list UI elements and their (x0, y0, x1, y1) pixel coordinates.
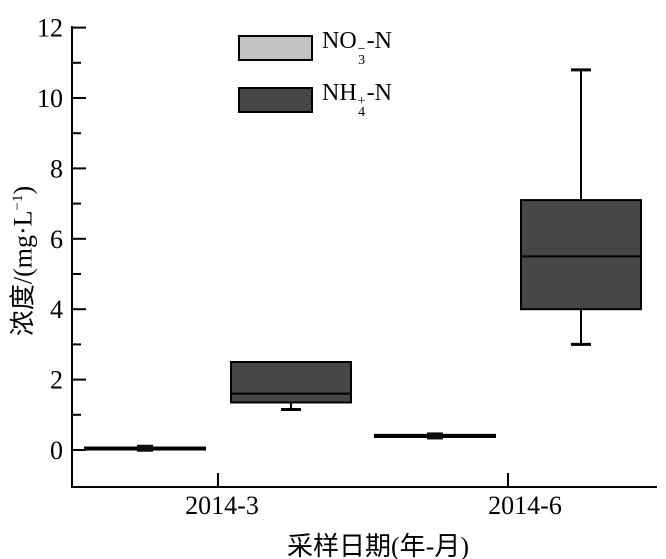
y-tick-label: 2 (50, 366, 63, 395)
y-tick-label: 10 (37, 84, 63, 113)
y-tick-label: 8 (50, 154, 63, 183)
mean-marker-no3-n-2014-6 (427, 432, 443, 440)
legend-item-ammonium: NH +4 -N (238, 81, 392, 119)
boxplot-box-nh4-n-2014-6 (520, 199, 642, 311)
x-tick-label: 2014-3 (185, 491, 259, 520)
x-axis-title: 采样日期(年-月) (287, 532, 469, 559)
y-tick-label: 0 (50, 436, 63, 465)
boxplot-box-nh4-n-2014-3 (230, 361, 352, 404)
y-tick-label: 4 (50, 295, 63, 324)
legend-swatch-ammonium-icon (238, 87, 313, 113)
mean-marker-no3-n-2014-3 (137, 444, 153, 452)
x-tick-label: 2014-6 (488, 491, 562, 520)
y-axis-title: 浓度/(mg·L−1) (8, 185, 38, 337)
legend-item-nitrate: NO −3 -N (238, 29, 392, 67)
legend-swatch-nitrate-icon (238, 35, 313, 61)
y-tick-label: 12 (37, 14, 63, 43)
legend-label-ammonium: NH +4 -N (322, 80, 392, 120)
legend-label-nitrate: NO −3 -N (322, 28, 392, 68)
y-tick-label: 6 (50, 225, 63, 254)
